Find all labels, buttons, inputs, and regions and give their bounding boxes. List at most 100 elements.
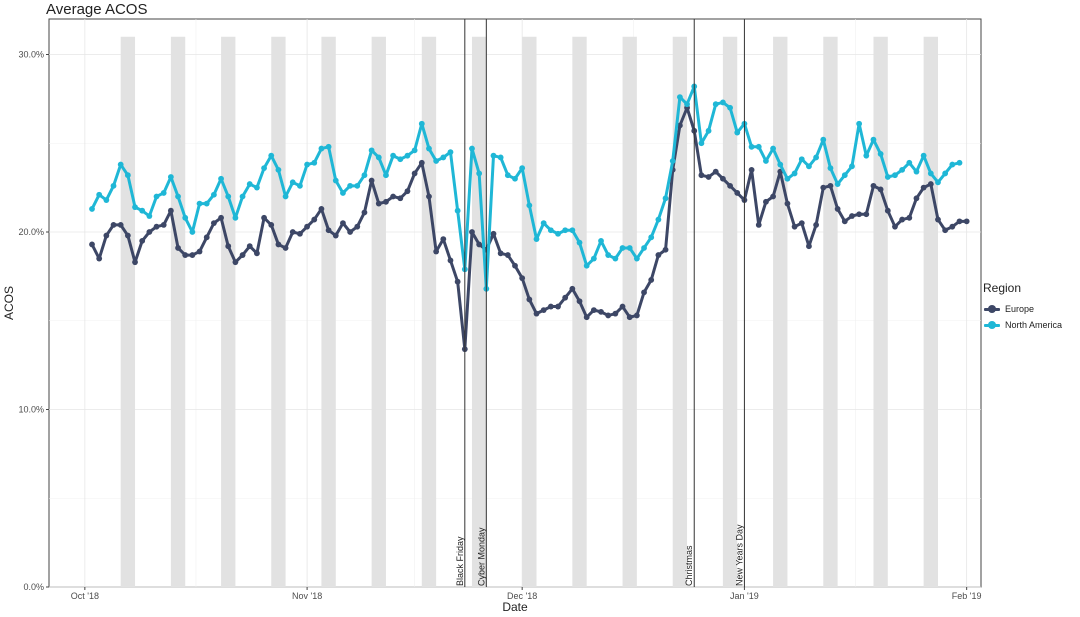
data-point-north-america: [383, 172, 389, 179]
data-point-europe: [605, 312, 612, 319]
data-point-north-america: [619, 245, 626, 251]
y-tick-label: 10.0%: [18, 405, 44, 415]
data-point-europe: [383, 198, 389, 205]
data-point-north-america: [254, 184, 260, 191]
y-axis-title: ACOS: [2, 286, 16, 320]
data-point-north-america: [562, 227, 569, 234]
data-point-europe: [755, 222, 762, 228]
data-point-europe: [332, 232, 339, 239]
data-point-north-america: [232, 214, 239, 221]
data-point-north-america: [282, 193, 289, 200]
data-point-north-america: [218, 175, 224, 182]
data-point-europe: [590, 307, 597, 313]
data-point-europe: [748, 166, 755, 173]
data-point-europe: [124, 232, 131, 239]
data-point-north-america: [863, 152, 870, 159]
data-point-north-america: [626, 245, 633, 251]
data-point-north-america: [676, 94, 683, 100]
data-point-north-america: [404, 152, 411, 159]
data-point-europe: [633, 312, 640, 319]
data-point-north-america: [555, 230, 561, 237]
data-point-europe: [282, 245, 289, 251]
data-point-north-america: [519, 165, 526, 172]
data-point-europe: [153, 223, 160, 230]
data-point-europe: [297, 230, 303, 237]
data-point-europe: [576, 298, 583, 305]
data-point-europe: [540, 307, 547, 313]
data-point-north-america: [684, 101, 690, 108]
data-point-north-america: [648, 234, 655, 241]
data-point-europe: [598, 308, 604, 315]
legend-item-europe: Europe: [983, 301, 1062, 317]
data-point-north-america: [612, 255, 619, 262]
data-point-north-america: [246, 181, 253, 187]
data-point-europe: [806, 243, 812, 250]
data-point-north-america: [834, 181, 841, 187]
weekend-band: [421, 36, 437, 587]
data-point-europe: [648, 277, 655, 283]
data-point-north-america: [447, 149, 454, 156]
data-point-europe: [583, 314, 590, 321]
data-point-europe: [375, 200, 382, 207]
data-point-europe: [963, 218, 970, 225]
data-point-north-america: [655, 216, 662, 223]
data-point-europe: [512, 262, 518, 269]
data-point-europe: [526, 296, 533, 303]
data-point-europe: [304, 223, 310, 230]
weekend-band: [271, 36, 286, 587]
data-point-europe: [877, 186, 884, 193]
data-point-europe: [942, 227, 949, 234]
data-point-europe: [96, 255, 103, 262]
data-point-north-america: [239, 193, 246, 200]
data-point-north-america: [927, 170, 934, 177]
weekend-band: [572, 36, 587, 587]
data-point-north-america: [124, 172, 131, 179]
data-point-north-america: [433, 158, 440, 164]
data-point-europe: [626, 314, 633, 321]
data-point-europe: [497, 250, 504, 257]
data-point-europe: [705, 174, 712, 180]
data-point-europe: [210, 220, 217, 227]
data-point-europe: [139, 237, 146, 244]
data-point-europe: [856, 211, 863, 218]
legend-item-north-america: North America: [983, 317, 1062, 333]
data-point-europe: [798, 220, 805, 227]
data-point-north-america: [411, 147, 418, 154]
data-point-europe: [662, 246, 669, 253]
data-point-north-america: [669, 158, 676, 164]
event-label: Cyber Monday: [476, 527, 486, 586]
data-point-north-america: [813, 154, 820, 161]
data-point-north-america: [304, 161, 310, 168]
data-point-europe: [504, 252, 511, 258]
data-point-north-america: [820, 136, 827, 143]
data-point-north-america: [469, 145, 475, 152]
data-point-north-america: [583, 262, 590, 269]
data-point-north-america: [870, 136, 877, 143]
data-point-europe: [368, 177, 375, 184]
data-point-europe: [440, 236, 447, 243]
data-point-north-america: [849, 163, 855, 170]
weekend-band: [622, 36, 637, 587]
data-point-europe: [720, 175, 726, 182]
data-point-north-america: [189, 229, 196, 235]
data-point-europe: [827, 182, 834, 189]
data-point-north-america: [89, 206, 95, 212]
data-point-north-america: [275, 166, 282, 173]
data-point-europe: [132, 259, 138, 266]
data-point-europe: [641, 289, 647, 296]
data-point-europe: [167, 207, 174, 214]
data-point-north-america: [182, 214, 189, 221]
data-point-europe: [325, 227, 332, 234]
data-point-north-america: [748, 143, 755, 150]
x-tick-label: Feb '19: [952, 591, 982, 601]
data-point-north-america: [784, 175, 791, 182]
data-point-north-america: [906, 159, 913, 166]
y-tick-label: 0.0%: [23, 582, 44, 592]
x-tick-label: Nov '18: [292, 591, 322, 601]
data-point-north-america: [497, 154, 504, 161]
data-point-north-america: [146, 213, 153, 219]
weekend-band: [170, 36, 186, 587]
event-label: Christmas: [684, 545, 694, 586]
data-point-north-america: [806, 163, 812, 170]
data-point-north-america: [297, 182, 303, 189]
